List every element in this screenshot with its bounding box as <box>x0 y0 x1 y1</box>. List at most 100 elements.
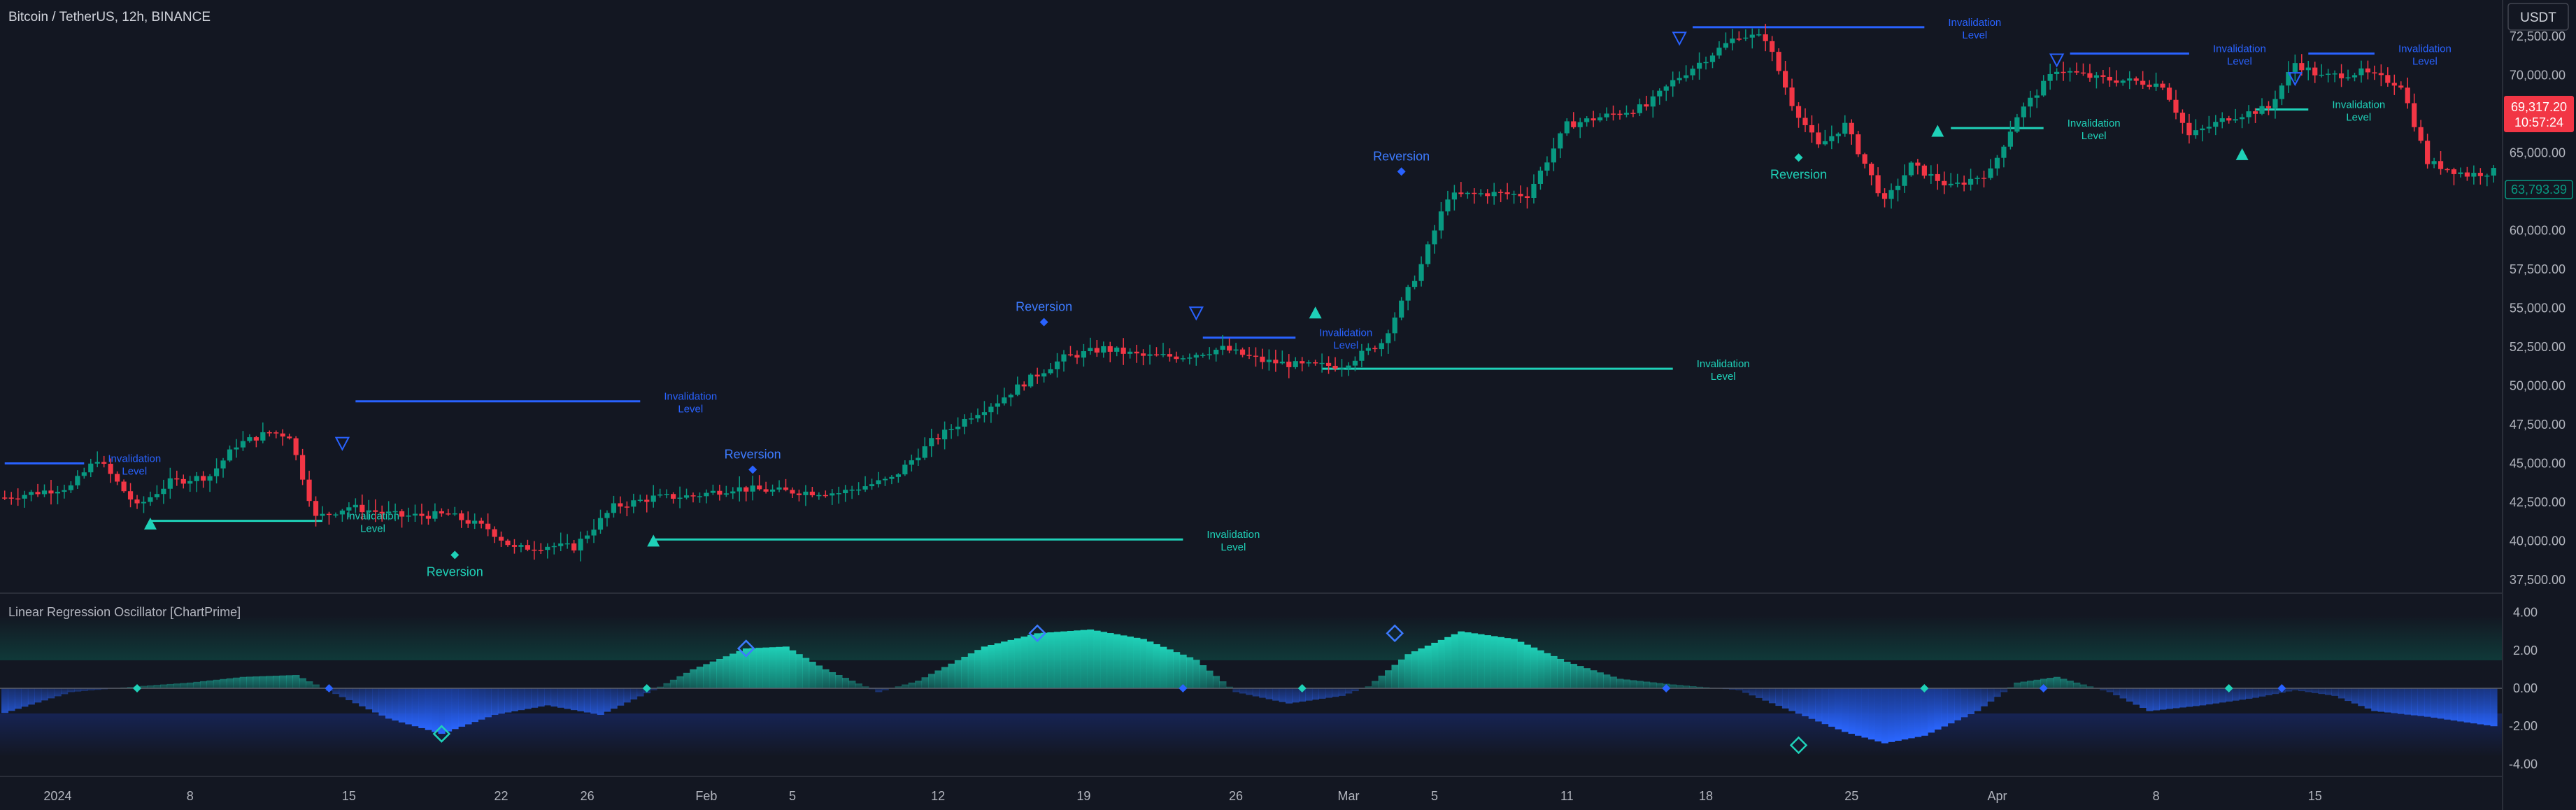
candle-body <box>1325 362 1332 366</box>
candle-body <box>386 511 392 513</box>
candle <box>1359 343 1365 367</box>
osc-column <box>1 688 9 713</box>
invalidation-label: Invalidation <box>1319 327 1372 339</box>
candle <box>320 506 325 520</box>
bullish-signal-triangle <box>647 534 660 547</box>
candle-body <box>631 500 636 507</box>
candle <box>2153 72 2159 91</box>
candle-body <box>657 494 663 496</box>
candle-body <box>836 493 841 495</box>
candle-body <box>1081 351 1086 358</box>
candle-body <box>816 495 822 497</box>
candle <box>187 476 193 492</box>
candle <box>1835 132 1841 143</box>
candle <box>1537 166 1544 190</box>
time-tick-label: 8 <box>2153 789 2160 803</box>
candlestick-series[interactable] <box>2 24 2496 562</box>
osc-column <box>2384 688 2392 713</box>
osc-column <box>941 667 948 688</box>
candle-body <box>1412 280 1418 287</box>
candle <box>2114 70 2119 87</box>
candle-body <box>2458 172 2463 174</box>
candle-body <box>730 491 736 494</box>
candle <box>1723 32 1729 50</box>
candle-body <box>809 491 815 496</box>
osc-column <box>2377 688 2385 712</box>
osc-column <box>1311 688 1319 700</box>
candle-body <box>2418 127 2424 141</box>
osc-column <box>742 648 750 688</box>
osc-column <box>994 643 1002 688</box>
symbol-title[interactable]: Bitcoin / TetherUS, 12h, BINANCE <box>8 10 211 24</box>
candle <box>584 530 590 543</box>
price-pane[interactable]: InvalidationLevelInvalidationLevelInvali… <box>2 17 2496 579</box>
osc-cross-up-diamond <box>642 684 651 692</box>
candle <box>2007 120 2013 150</box>
oscillator-pane[interactable]: Linear Regression Oscillator [ChartPrime… <box>0 605 2503 757</box>
osc-column <box>875 688 883 692</box>
candle <box>2127 71 2133 90</box>
candle <box>2312 62 2318 83</box>
price-axis[interactable]: 72,500.0070,000.0067,500.0065,000.0062,5… <box>2502 0 2574 810</box>
candle-body <box>776 487 782 490</box>
candle <box>472 513 478 530</box>
osc-column <box>2066 681 2074 688</box>
candle-body <box>710 490 716 493</box>
candle <box>1524 187 1530 209</box>
osc-column <box>54 688 62 697</box>
level-price-badge-bg <box>2505 180 2573 199</box>
time-axis[interactable]: 2024 8 15 22 26 Feb 5 12 19 26 Mar 5 11 18 25 Apr 8 15 <box>0 776 2503 803</box>
osc-column <box>1365 686 1372 688</box>
osc-tick-label: 4.00 <box>2513 606 2538 620</box>
osc-column <box>173 683 181 688</box>
time-tick-label: 19 <box>1076 789 1090 803</box>
osc-column <box>2318 688 2326 695</box>
osc-column <box>1861 688 1869 738</box>
candle <box>1054 353 1060 378</box>
osc-column <box>1550 655 1558 688</box>
candle <box>1657 88 1663 105</box>
currency-button-bg[interactable] <box>2507 3 2569 31</box>
candle <box>2471 165 2477 185</box>
osc-column <box>1914 688 1922 737</box>
candle-body <box>2186 122 2192 136</box>
price-tick-label: 40,000.00 <box>2510 534 2566 548</box>
candle-body <box>2028 97 2033 107</box>
currency-button[interactable]: USDT <box>2507 3 2569 31</box>
candle <box>101 455 107 468</box>
osc-column <box>723 656 730 688</box>
osc-column <box>365 688 373 710</box>
candle <box>790 487 795 498</box>
candle <box>207 474 213 492</box>
candle-body <box>1180 358 1186 360</box>
candle-body <box>2305 67 2311 71</box>
candle-body <box>2405 87 2410 104</box>
osc-column <box>226 678 234 688</box>
osc-column <box>1947 688 1955 724</box>
candle-body <box>134 499 140 504</box>
candle <box>1193 353 1199 366</box>
osc-column <box>2179 688 2186 708</box>
candle-body <box>2252 111 2258 114</box>
candle-body <box>564 543 570 545</box>
osc-column <box>881 688 889 690</box>
invalidation-label: Level <box>2082 130 2107 142</box>
osc-column <box>2199 688 2207 706</box>
osc-column <box>2364 688 2372 709</box>
indicator-title[interactable]: Linear Regression Oscillator [ChartPrime… <box>8 605 241 619</box>
candle <box>346 502 352 518</box>
candle <box>1504 183 1510 200</box>
osc-column <box>1504 638 1511 688</box>
candle <box>287 433 292 440</box>
candle <box>955 417 961 436</box>
time-tick-label: 11 <box>1560 789 1574 803</box>
candle <box>736 476 742 502</box>
currency-button-label[interactable]: USDT <box>2520 10 2556 25</box>
invalidation-levels: InvalidationLevelInvalidationLevelInvali… <box>4 17 2452 553</box>
candle <box>730 487 736 499</box>
candle <box>1770 36 1775 62</box>
osc-column <box>1034 633 1041 688</box>
candle <box>293 436 299 461</box>
candle <box>498 531 504 547</box>
